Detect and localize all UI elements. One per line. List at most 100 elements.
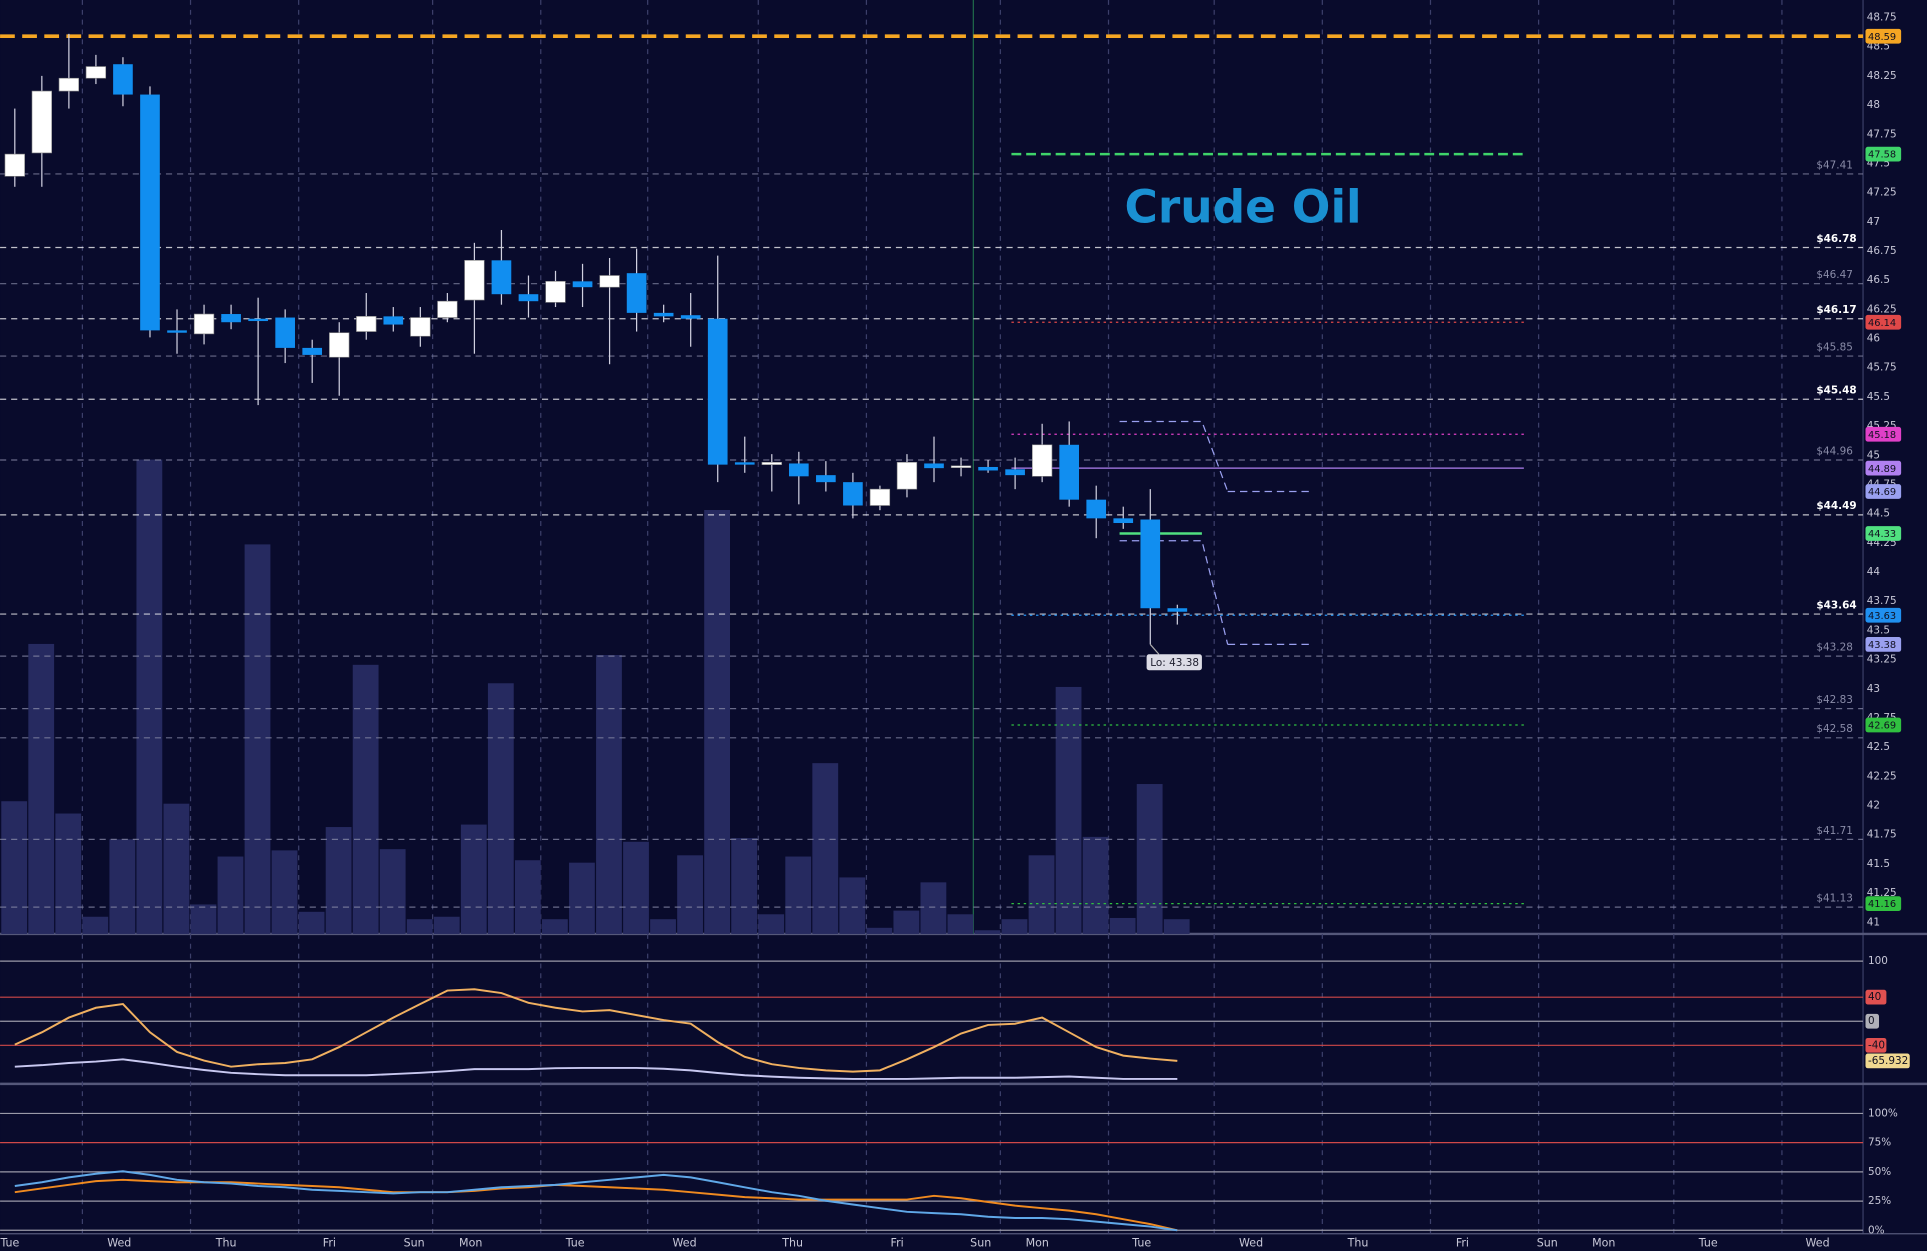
y-tick-label: 45.25 — [1867, 420, 1897, 432]
x-tick-label: Fri — [1456, 1237, 1469, 1250]
volume-bar — [136, 459, 163, 934]
y-tick-label: 48.25 — [1867, 70, 1897, 82]
candle-body — [464, 260, 485, 301]
candle-body — [356, 316, 377, 332]
level-label: $45.48 — [1816, 385, 1856, 397]
y-tick-label: 41.5 — [1867, 858, 1890, 870]
level-label: $43.64 — [1816, 599, 1856, 611]
volume-bar — [28, 643, 55, 934]
annotation: Lo: 43.38 — [1150, 657, 1199, 669]
price-tag-box — [1865, 637, 1902, 652]
y-tick-label: 41 — [1867, 916, 1880, 928]
level-label: $43.28 — [1816, 641, 1853, 653]
price-tag-box — [1865, 484, 1902, 499]
candle-body — [734, 462, 755, 465]
price-tag: 44.89 — [1868, 464, 1896, 475]
x-tick-label: Thu — [781, 1237, 803, 1250]
volume-bar — [731, 838, 758, 934]
volume-bar — [1028, 855, 1055, 934]
level-label: $46.17 — [1816, 304, 1856, 316]
volume-bar — [920, 882, 947, 934]
price-tag-box — [1865, 28, 1902, 44]
volume-bar — [190, 904, 217, 934]
candle-body — [788, 463, 809, 477]
candle-body — [978, 466, 998, 471]
volume-bar — [298, 911, 325, 934]
volume-bar — [893, 910, 920, 934]
price-tag-box — [1865, 460, 1902, 476]
volume-bar — [1001, 919, 1028, 934]
x-tick-label: Tue — [1698, 1237, 1718, 1250]
value-tag-box — [1865, 1053, 1910, 1069]
candle-body — [193, 313, 215, 335]
y-tick-label: 100 — [1868, 955, 1888, 967]
x-tick-label: Tue — [565, 1237, 585, 1250]
volume-bar — [271, 850, 298, 934]
price-tag: 44.33 — [1868, 529, 1896, 540]
volume-bar — [1055, 686, 1082, 934]
y-tick-label: 43 — [1867, 683, 1880, 695]
price-tag-box — [1865, 896, 1902, 911]
candle-body — [302, 347, 323, 355]
volume-bar — [163, 803, 190, 934]
price-tag-box — [1865, 146, 1902, 162]
y-tick-label: 46 — [1867, 333, 1880, 345]
candle-body — [383, 316, 404, 325]
candle-body — [1005, 469, 1025, 476]
volume-bar — [623, 841, 649, 934]
volume-bar — [514, 860, 541, 934]
level-label: $42.83 — [1816, 694, 1853, 706]
candle-body — [626, 273, 647, 313]
y-tick-label: 46.5 — [1867, 274, 1890, 286]
x-tick-label: Thu — [215, 1237, 237, 1250]
volume-bar — [758, 914, 785, 934]
x-tick-label: Wed — [672, 1237, 696, 1250]
candle-body — [761, 461, 782, 465]
y-tick-label: 48.75 — [1867, 12, 1897, 24]
candle-body — [680, 315, 701, 319]
volume-bar — [1109, 917, 1136, 934]
candle-body — [329, 332, 350, 358]
y-tick-label: 100% — [1868, 1107, 1898, 1119]
level-label: $46.78 — [1816, 233, 1856, 245]
y-tick-label: 50% — [1868, 1166, 1891, 1178]
candle-body — [653, 312, 674, 317]
level-label: $41.13 — [1816, 892, 1853, 904]
x-tick-label: Sun — [1537, 1237, 1558, 1250]
volume-bar — [1082, 836, 1109, 934]
level-label: $42.58 — [1816, 723, 1853, 735]
candle-body — [599, 275, 620, 288]
candle-body — [113, 64, 133, 95]
volume-bar — [406, 919, 433, 934]
volume-bar — [541, 919, 568, 934]
y-tick-label: 0% — [1868, 1224, 1885, 1236]
chart-title: Crude Oil — [1124, 181, 1361, 234]
volume-bar — [109, 839, 136, 934]
y-tick-label: 47 — [1867, 216, 1880, 228]
candle-body — [275, 317, 295, 348]
x-tick-label: Sun — [970, 1237, 991, 1250]
volume-bar — [866, 927, 893, 934]
projection — [1119, 420, 1229, 492]
y-tick-label: 48 — [1867, 99, 1880, 111]
level-label: $46.47 — [1816, 269, 1853, 281]
x-tick-label: Wed — [107, 1237, 131, 1250]
volume-bar — [974, 930, 1001, 934]
candle-body — [437, 300, 458, 318]
x-tick-label: Mon — [1026, 1237, 1049, 1250]
volume-bar — [217, 856, 244, 934]
candle-body — [896, 461, 918, 490]
level-label: $45.85 — [1816, 341, 1853, 353]
y-tick-label: 47.75 — [1867, 128, 1897, 140]
price-tag-box — [1865, 526, 1902, 541]
level-label: $41.71 — [1816, 825, 1853, 837]
y-tick-label: 42.25 — [1867, 770, 1897, 782]
volume-bar — [487, 683, 514, 934]
y-tick-label: 0 — [1868, 1015, 1875, 1027]
y-tick-label: 25% — [1868, 1195, 1891, 1207]
y-tick-label: 40 — [1868, 991, 1881, 1003]
series-line — [14, 988, 1178, 1073]
y-tick-label: 43.5 — [1867, 624, 1890, 636]
candle-body — [1032, 444, 1053, 477]
